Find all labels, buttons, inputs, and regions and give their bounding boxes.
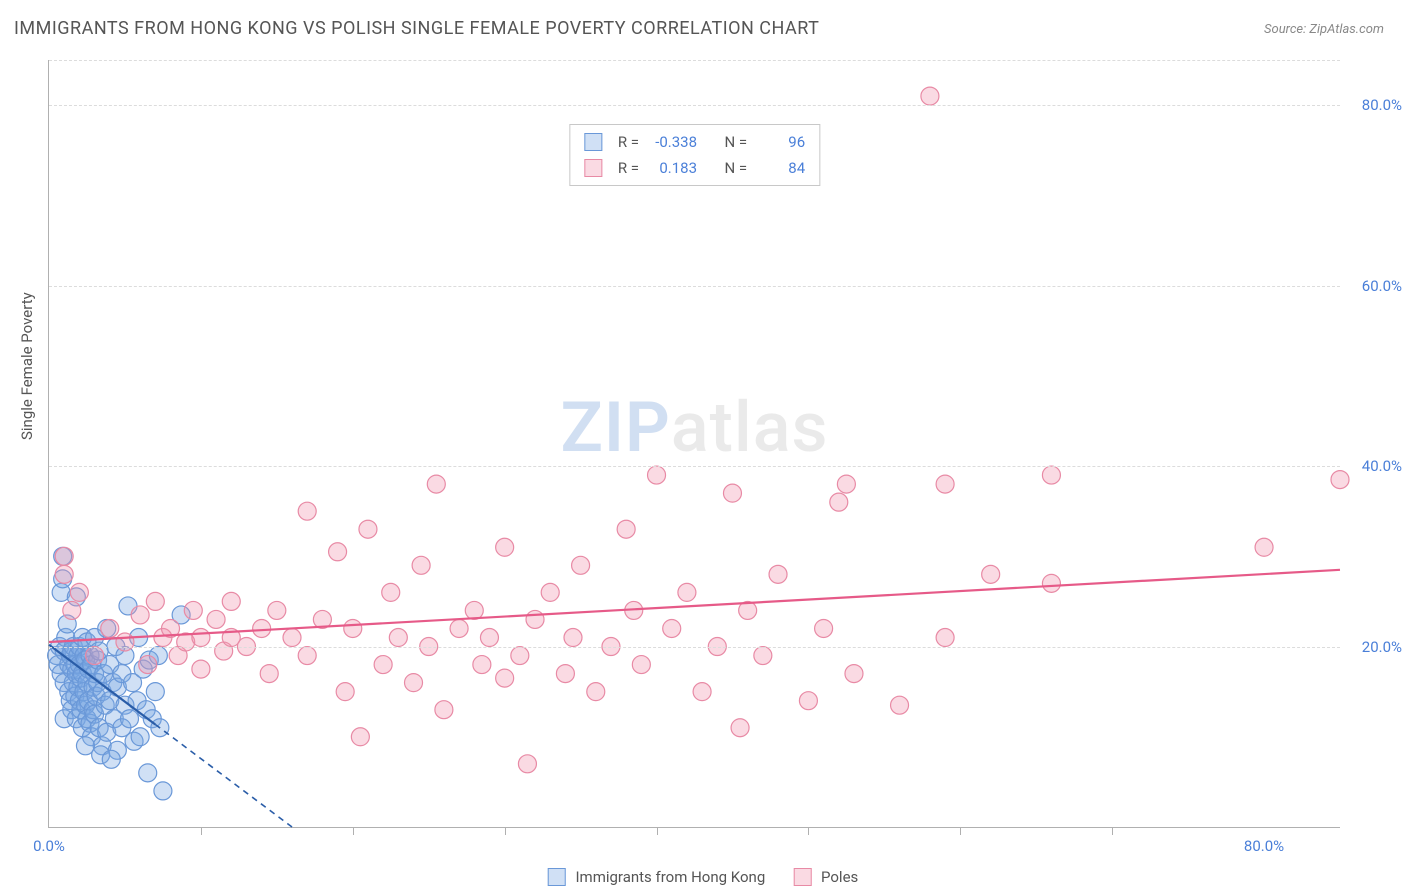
series-legend: Immigrants from Hong Kong Poles (548, 868, 859, 886)
y-tick-label: 60.0% (1362, 277, 1402, 295)
y-tick-label: 40.0% (1362, 457, 1402, 475)
r-value: -0.338 (649, 129, 697, 155)
legend-item: Immigrants from Hong Kong (548, 868, 766, 886)
plot-frame: ZIPatlas R = -0.338 N = 96 R = 0.183 N =… (48, 60, 1340, 828)
y-axis-label: Single Female Poverty (18, 292, 36, 440)
swatch-icon (584, 133, 602, 151)
chart-title: IMMIGRANTS FROM HONG KONG VS POLISH SING… (14, 18, 819, 39)
x-tick-label: 80.0% (1244, 837, 1284, 855)
legend-item: Poles (793, 868, 858, 886)
y-tick-label: 80.0% (1362, 96, 1402, 114)
stats-row-series2: R = 0.183 N = 84 (584, 155, 805, 181)
r-value: 0.183 (649, 155, 697, 181)
n-value: 84 (757, 155, 805, 181)
swatch-icon (584, 159, 602, 177)
source-credit: Source: ZipAtlas.com (1264, 22, 1384, 37)
n-value: 96 (757, 129, 805, 155)
swatch-icon (548, 868, 566, 886)
stats-legend: R = -0.338 N = 96 R = 0.183 N = 84 (569, 124, 820, 186)
x-tick-label: 0.0% (33, 837, 65, 855)
stats-row-series1: R = -0.338 N = 96 (584, 129, 805, 155)
swatch-icon (793, 868, 811, 886)
y-tick-label: 20.0% (1362, 638, 1402, 656)
